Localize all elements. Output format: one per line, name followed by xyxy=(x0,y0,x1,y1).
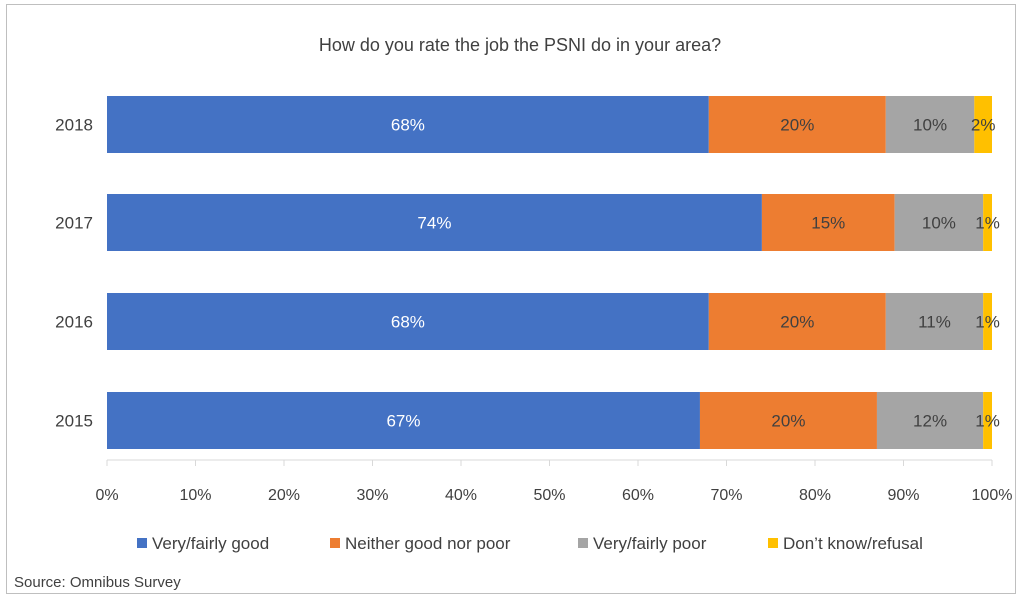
data-label: 11% xyxy=(918,313,951,332)
x-tick-label: 0% xyxy=(95,487,118,504)
data-label: 10% xyxy=(922,214,956,233)
x-tick-label: 90% xyxy=(887,487,919,504)
x-tick-label: 30% xyxy=(356,487,388,504)
bar-segment xyxy=(983,194,992,251)
legend: Very/fairly good Neither good nor poor Ver… xyxy=(137,534,923,553)
category-label: 2015 xyxy=(55,412,93,431)
x-tick-label: 60% xyxy=(622,487,654,504)
x-tick-label: 70% xyxy=(710,487,742,504)
bar-segment xyxy=(708,293,886,350)
bar-segment xyxy=(699,392,877,449)
data-label: 10% xyxy=(913,116,947,135)
legend-swatch xyxy=(137,538,147,548)
bar-segment xyxy=(885,96,975,153)
bars-group: 2018 68% 20% 10% 2% 2017 74% 15% 10% 1% 2016 68% 20%… xyxy=(55,96,1000,449)
data-label: 20% xyxy=(780,116,814,135)
legend-swatch xyxy=(330,538,340,548)
bar-segment xyxy=(107,293,709,350)
legend-label: Very/fairly poor xyxy=(593,534,707,553)
bar-segment xyxy=(974,96,992,153)
category-label: 2016 xyxy=(55,313,93,332)
data-label: 2% xyxy=(971,116,996,135)
data-label: 67% xyxy=(386,412,420,431)
bar-segment xyxy=(708,96,886,153)
data-label: 1% xyxy=(975,313,1000,332)
legend-label: Don’t know/refusal xyxy=(783,534,923,553)
data-label: 68% xyxy=(391,313,425,332)
x-axis: 0% 10% 20% 30% 40% 50% 60% 70% 80% 90% 100% xyxy=(95,459,1013,504)
x-tick-label: 80% xyxy=(799,487,831,504)
category-label: 2018 xyxy=(55,116,93,135)
legend-label: Very/fairly good xyxy=(152,534,269,553)
bar-segment xyxy=(885,293,984,350)
data-label: 12% xyxy=(913,412,947,431)
category-label: 2017 xyxy=(55,214,93,233)
bar-segment xyxy=(761,194,895,251)
bar-segment xyxy=(894,194,984,251)
bar-segment xyxy=(983,392,992,449)
legend-label: Neither good nor poor xyxy=(345,534,511,553)
data-label: 74% xyxy=(417,214,451,233)
bar-segment xyxy=(107,96,709,153)
data-label: 68% xyxy=(391,116,425,135)
bar-segment xyxy=(107,194,762,251)
bar-segment xyxy=(876,392,984,449)
source-note: Source: Omnibus Survey xyxy=(14,574,181,591)
data-label: 1% xyxy=(975,214,1000,233)
legend-swatch xyxy=(578,538,588,548)
chart-title: How do you rate the job the PSNI do in y… xyxy=(319,35,721,55)
bar-segment xyxy=(107,392,700,449)
data-label: 1% xyxy=(975,412,1000,431)
x-tick-label: 10% xyxy=(179,487,211,504)
x-tick-label: 40% xyxy=(445,487,477,504)
x-tick-label: 50% xyxy=(533,487,565,504)
x-tick-label: 100% xyxy=(972,487,1013,504)
data-label: 20% xyxy=(780,313,814,332)
data-label: 20% xyxy=(771,412,805,431)
legend-swatch xyxy=(768,538,778,548)
data-label: 15% xyxy=(811,214,845,233)
x-tick-label: 20% xyxy=(268,487,300,504)
bar-segment xyxy=(983,293,992,350)
